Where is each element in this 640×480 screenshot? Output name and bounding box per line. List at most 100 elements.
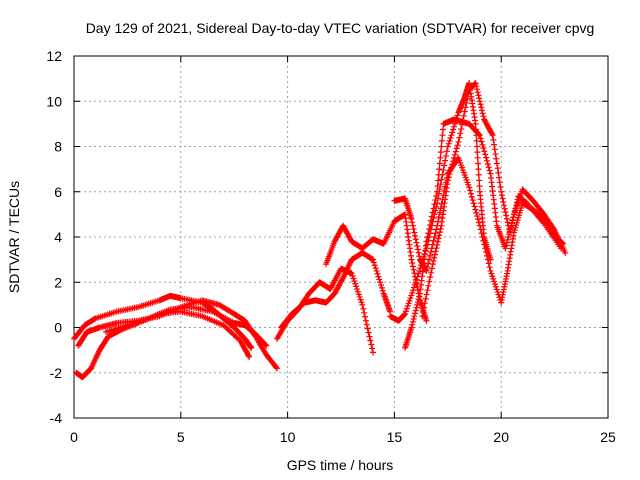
data-point	[415, 296, 422, 303]
data-point	[407, 295, 414, 302]
data-point	[362, 317, 369, 324]
data-point	[427, 249, 434, 256]
data-point	[419, 313, 426, 320]
y-tick-label: 12	[46, 48, 62, 64]
data-point	[359, 301, 366, 308]
data-point	[471, 203, 478, 210]
data-point	[482, 245, 489, 252]
data-point	[493, 160, 500, 167]
x-tick-label: 0	[70, 429, 78, 445]
data-point	[409, 321, 416, 328]
data-point	[511, 208, 518, 215]
data-point	[413, 239, 420, 246]
data-point	[429, 209, 436, 216]
data-point	[462, 104, 469, 111]
x-axis-label: GPS time / hours	[287, 457, 394, 473]
data-point	[421, 300, 428, 307]
data-point	[460, 112, 467, 119]
data-point	[440, 167, 447, 174]
data-point	[510, 214, 517, 221]
y-tick-label: -2	[50, 365, 63, 381]
data-point	[500, 198, 507, 205]
data-point	[483, 252, 490, 259]
data-point	[463, 99, 470, 106]
data-point	[505, 234, 512, 240]
data-point	[512, 205, 519, 212]
series-arc-5	[276, 267, 374, 353]
data-point	[376, 276, 383, 283]
data-point	[445, 140, 452, 147]
data-point	[246, 353, 253, 360]
data-point	[416, 253, 423, 260]
data-point	[491, 146, 498, 153]
data-point	[409, 318, 416, 325]
data-point	[457, 130, 464, 137]
data-point	[415, 249, 422, 256]
data-point	[432, 230, 439, 237]
data-point	[508, 223, 515, 230]
data-point	[351, 278, 358, 285]
data-point	[414, 246, 421, 253]
data-point	[424, 287, 431, 294]
data-point	[454, 112, 461, 119]
data-point	[493, 286, 500, 293]
data-point	[454, 142, 461, 149]
data-point	[427, 221, 433, 228]
data-point	[504, 219, 511, 226]
data-point	[470, 200, 477, 207]
data-point	[503, 215, 510, 222]
data-point	[248, 344, 255, 351]
data-point	[373, 267, 380, 274]
data-point	[404, 303, 411, 310]
data-point	[378, 284, 385, 291]
data-point	[409, 260, 416, 267]
data-point	[426, 256, 433, 263]
data-point	[483, 157, 490, 164]
data-point	[422, 295, 429, 302]
data-point	[434, 241, 441, 248]
chart-title: Day 129 of 2021, Sidereal Day-to-day VTE…	[86, 20, 595, 36]
data-point	[562, 249, 569, 256]
data-point	[477, 135, 484, 142]
data-point	[502, 209, 509, 216]
data-point	[451, 151, 458, 158]
data-point	[449, 129, 456, 136]
data-point	[408, 215, 415, 222]
x-tick-label: 20	[493, 429, 509, 445]
data-point	[412, 307, 419, 314]
data-point	[370, 256, 377, 263]
data-point	[494, 165, 501, 172]
data-point	[436, 209, 443, 216]
data-point	[409, 289, 416, 296]
data-point	[508, 220, 515, 227]
data-point	[438, 137, 445, 144]
data-point	[355, 291, 362, 298]
data-point	[374, 270, 381, 277]
data-point	[429, 261, 436, 268]
data-point	[371, 262, 378, 269]
data-point	[448, 164, 455, 171]
data-point	[409, 222, 416, 229]
data-point	[503, 242, 510, 249]
data-point	[437, 149, 444, 156]
x-tick-label: 25	[600, 429, 616, 445]
y-tick-label: 2	[54, 274, 62, 290]
data-point	[490, 275, 497, 282]
data-point	[378, 282, 385, 289]
data-point	[434, 188, 441, 195]
data-point	[430, 237, 437, 244]
data-point	[489, 132, 496, 139]
data-point	[481, 148, 488, 155]
data-point	[433, 192, 440, 199]
data-point	[450, 126, 457, 133]
data-point	[473, 137, 480, 144]
data-point	[483, 154, 490, 161]
data-point	[475, 219, 482, 226]
data-point	[477, 101, 484, 108]
data-point	[245, 352, 252, 359]
data-point	[493, 155, 500, 162]
data-point	[475, 171, 482, 178]
data-point	[377, 279, 384, 286]
data-point	[484, 161, 491, 168]
